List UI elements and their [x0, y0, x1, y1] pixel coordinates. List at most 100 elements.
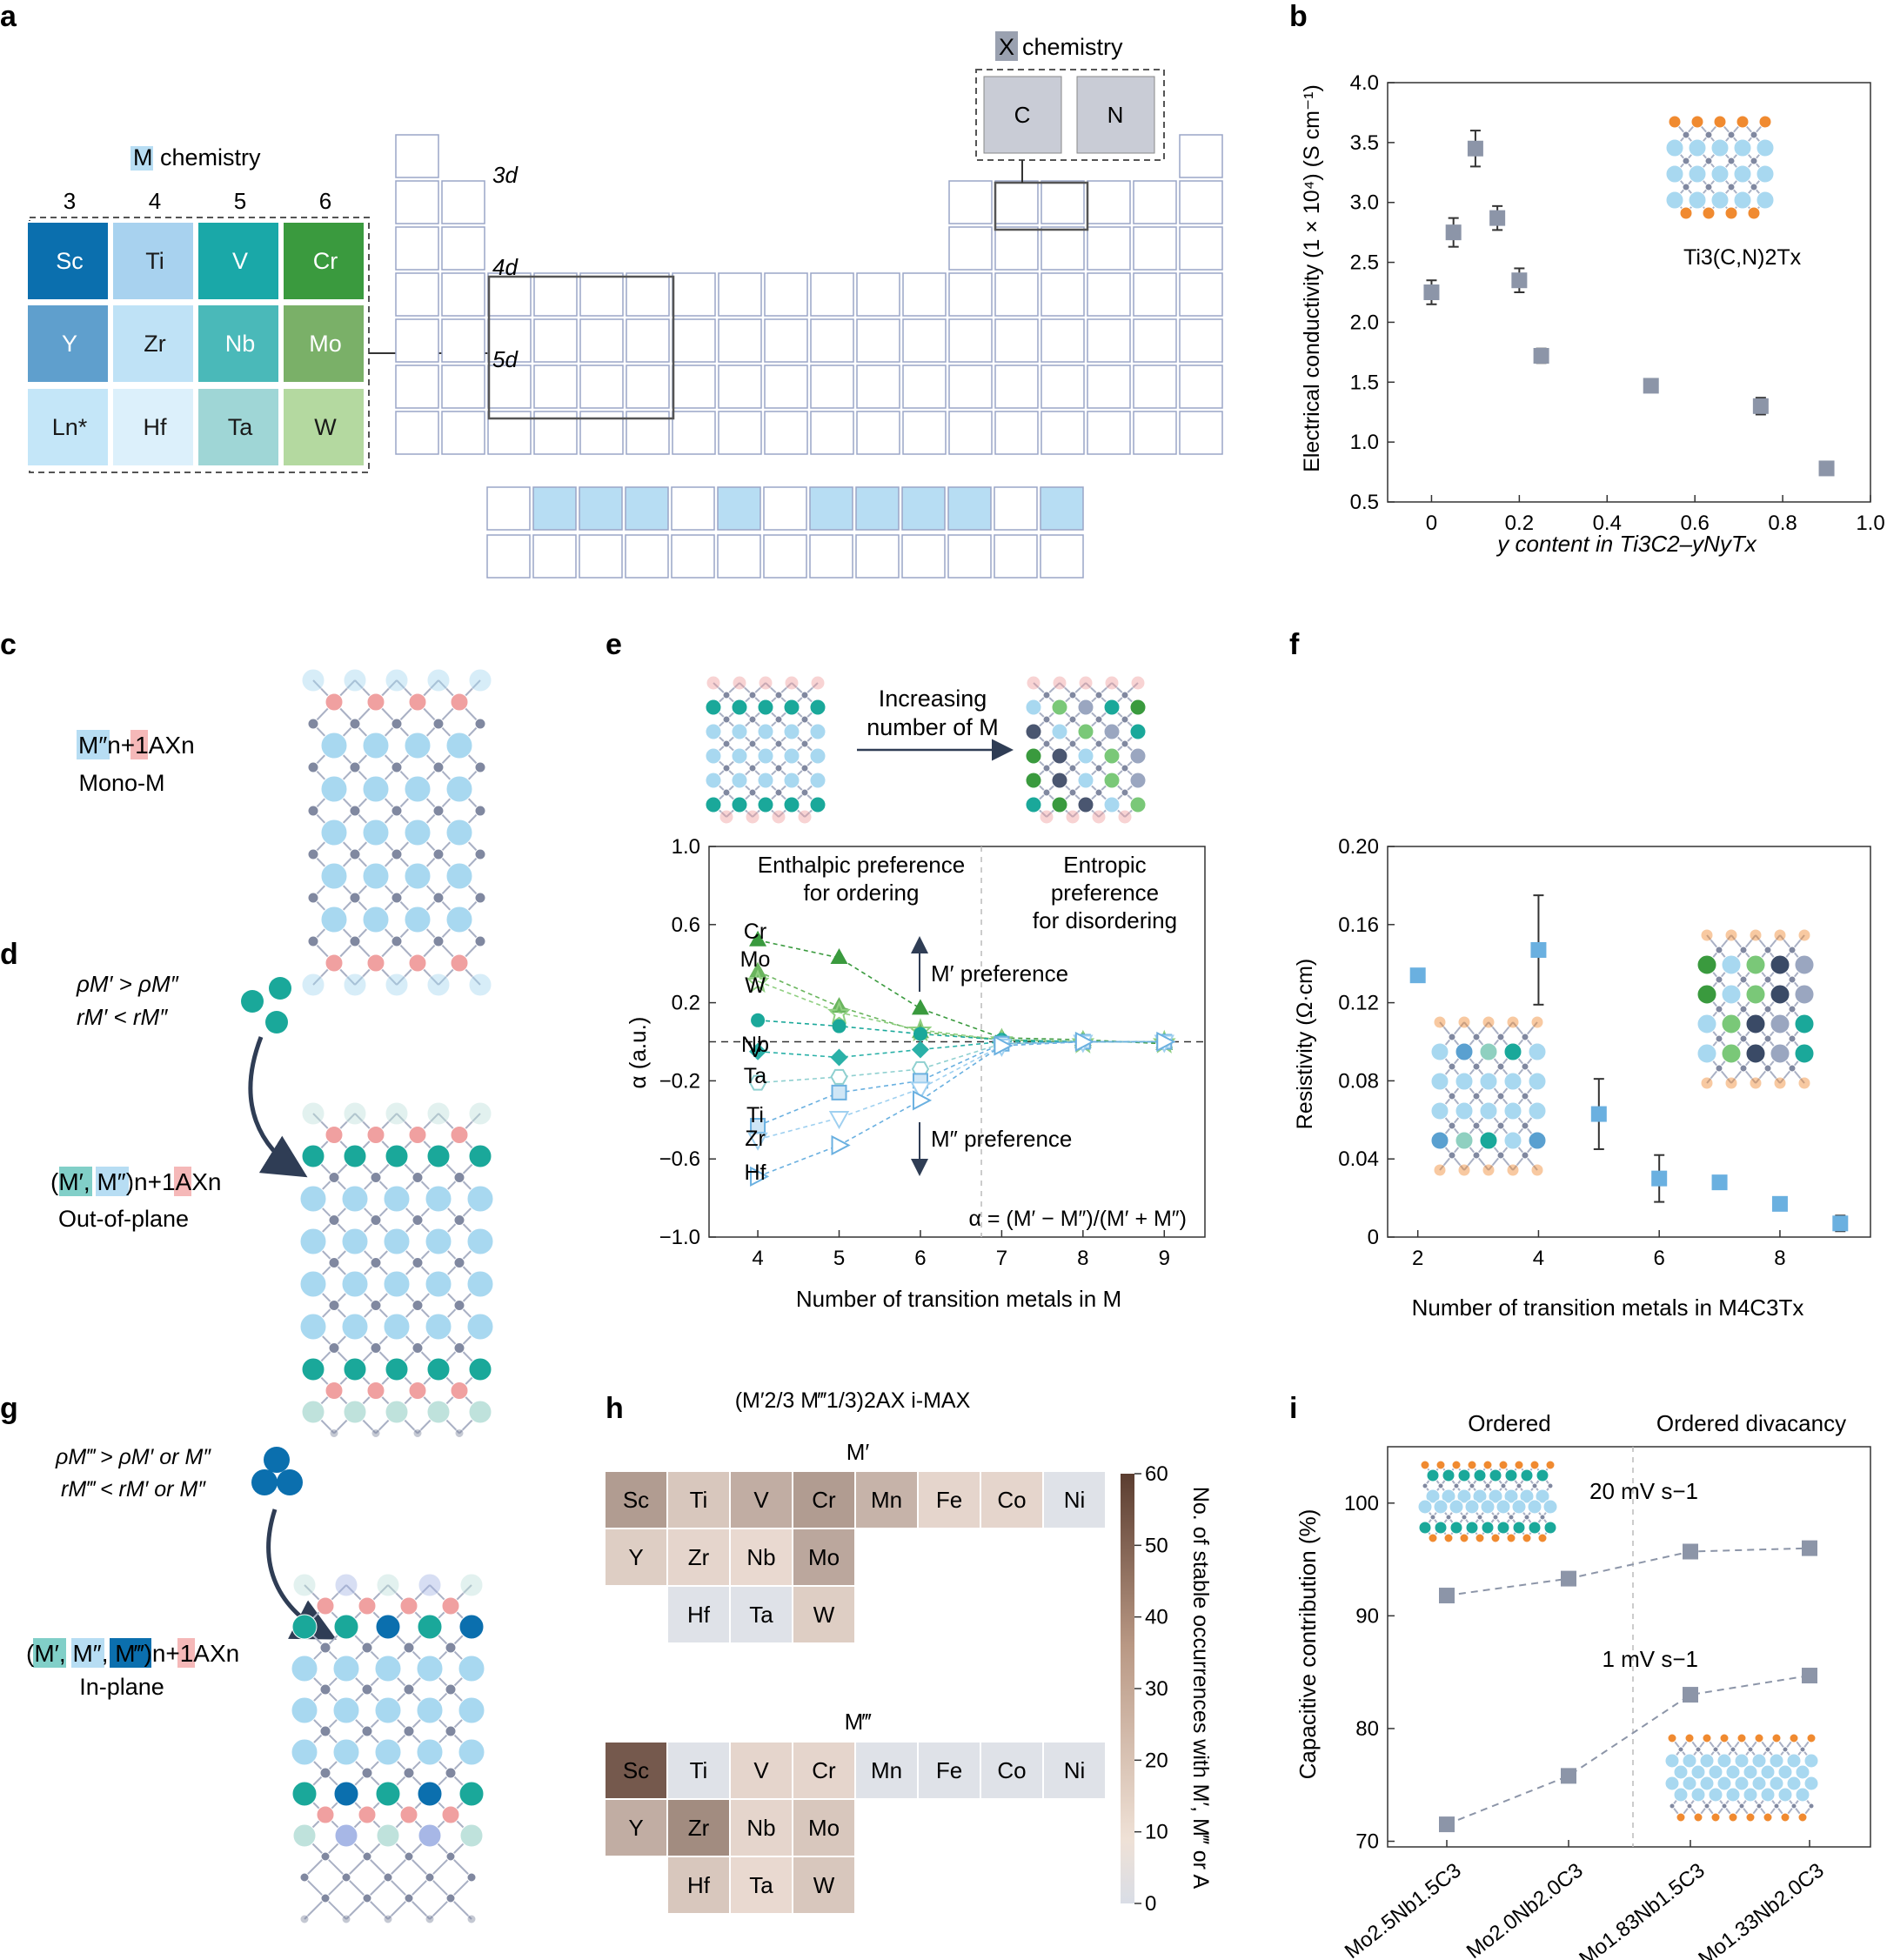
grid-cell: [1133, 226, 1177, 271]
teal-atom: [241, 990, 264, 1013]
atom: [1529, 1460, 1540, 1470]
atom: [1756, 138, 1775, 157]
atom: [800, 788, 809, 797]
bond: [345, 1856, 368, 1878]
element-symbol: Hf: [144, 414, 167, 440]
atom: [1751, 1753, 1767, 1769]
y-tick-label: 70: [1355, 1830, 1379, 1854]
atom: [391, 805, 403, 817]
atom: [1522, 1533, 1532, 1543]
heatmap-cell: [668, 1800, 729, 1856]
atom: [1710, 164, 1730, 184]
atom: [722, 739, 731, 748]
atom: [706, 675, 721, 691]
a-highlight: [174, 1167, 191, 1196]
bond: [408, 1856, 431, 1878]
atom: [1794, 1013, 1815, 1034]
atom: [774, 715, 783, 724]
atom: [432, 718, 445, 730]
atom: [1026, 675, 1041, 691]
heatmap-element: Fe: [936, 1487, 962, 1513]
heatmap-element: Nb: [746, 1815, 775, 1841]
atom: [1472, 1062, 1481, 1071]
atom: [1479, 1042, 1498, 1061]
atom: [358, 1805, 377, 1824]
atom: [362, 732, 390, 759]
atom: [1739, 1005, 1748, 1013]
atom: [1690, 1764, 1706, 1780]
atom: [1077, 796, 1094, 813]
x-tick-label: 8: [1077, 1247, 1088, 1270]
atom: [466, 1185, 494, 1213]
atom: [1710, 191, 1730, 210]
atom: [1420, 1460, 1430, 1470]
atom: [1788, 1005, 1797, 1013]
bond: [345, 1897, 368, 1920]
grid-cell: [1041, 365, 1085, 409]
grid-cell: [441, 318, 485, 363]
atom: [1803, 1776, 1819, 1791]
atom: [1749, 1076, 1763, 1090]
atom: [466, 1914, 477, 1924]
atom: [1789, 1733, 1799, 1743]
radius-rule: rM‴ < rM′ or M″: [61, 1477, 206, 1502]
atom: [1445, 1514, 1452, 1521]
atom: [809, 723, 826, 740]
atom: [1094, 764, 1103, 773]
atom: [1788, 1064, 1797, 1073]
atom: [441, 1805, 460, 1824]
x-highlight: [995, 31, 1018, 61]
atom: [1688, 191, 1707, 210]
atom: [445, 819, 473, 846]
grid-cell: [994, 365, 1039, 409]
atom: [1103, 723, 1121, 740]
heatmap-cell: [731, 1800, 792, 1856]
atom: [1806, 1733, 1817, 1743]
y-tick-label: 0.04: [1338, 1147, 1379, 1171]
atom: [1535, 1488, 1550, 1504]
atom: [705, 772, 722, 789]
x-tick-label: Mo1.83Nb1.5C3: [1575, 1858, 1709, 1960]
atom: [1448, 1151, 1456, 1160]
atom: [307, 805, 319, 817]
disordered-structure-inset: [1025, 675, 1147, 825]
atom: [1025, 723, 1042, 740]
atom: [1482, 1163, 1496, 1177]
atom: [1129, 747, 1147, 765]
y-tick-label: −0.2: [659, 1069, 700, 1093]
atom: [416, 1655, 444, 1682]
atom: [722, 691, 731, 699]
atom: [1736, 115, 1750, 129]
y-tick-label: 3.5: [1350, 131, 1379, 155]
atom: [1528, 1101, 1547, 1120]
atom: [774, 691, 783, 699]
atom: [1503, 1131, 1522, 1150]
atom: [432, 761, 445, 773]
series-label: Nb: [741, 1033, 769, 1057]
atom: [1418, 1521, 1432, 1535]
ordered-structure-inset: [705, 675, 826, 825]
entropic-label-1: Entropic: [1063, 852, 1146, 878]
m-prime-label: M′: [846, 1439, 870, 1465]
atom: [341, 1914, 351, 1924]
m-prime-highlight: [33, 1638, 66, 1668]
blue-atom: [277, 1469, 303, 1495]
colorbar-tick-label: 0: [1145, 1892, 1156, 1916]
atom: [722, 715, 731, 724]
atom: [1455, 1072, 1474, 1091]
data-point: [830, 947, 848, 964]
atom: [416, 1696, 444, 1724]
f-block-cell: [855, 534, 900, 579]
grid-cell: [1133, 272, 1177, 317]
heatmap-element: V: [753, 1487, 769, 1513]
series-label: Cr: [744, 920, 766, 944]
grid-cell: [902, 272, 947, 317]
atom: [1739, 1034, 1748, 1043]
atom: [1745, 1013, 1766, 1034]
atom: [349, 935, 361, 947]
atom: [1068, 788, 1077, 797]
grid-cell: [579, 365, 624, 409]
atom: [1488, 1488, 1503, 1504]
atom: [1794, 984, 1815, 1005]
heatmap-element: Co: [997, 1757, 1026, 1783]
